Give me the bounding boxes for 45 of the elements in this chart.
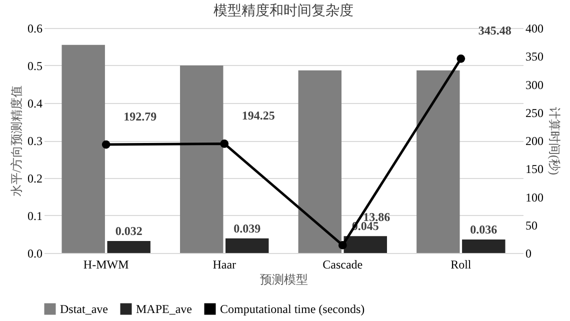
y2-tick-label: 150 xyxy=(526,162,544,176)
y2-axis-title: 计算时间(秒) xyxy=(548,107,562,175)
point xyxy=(456,54,466,63)
bar xyxy=(62,44,105,253)
legend-label: MAPE_ave xyxy=(136,302,192,316)
data-label: 192.79 xyxy=(124,110,157,124)
data-label: 0.039 xyxy=(234,221,261,236)
y2-tick-label: 250 xyxy=(526,106,544,120)
y2-tick-label: 200 xyxy=(526,134,544,148)
bar xyxy=(344,236,387,253)
point xyxy=(338,241,347,250)
y-tick-label: 0.6 xyxy=(28,22,42,36)
data-label: 0.036 xyxy=(470,222,498,236)
bar xyxy=(416,70,460,253)
bar xyxy=(107,241,150,253)
point xyxy=(220,140,229,148)
y-tick-label: 0.0 xyxy=(28,246,42,260)
bar xyxy=(462,240,506,253)
y-tick-label: 0.5 xyxy=(28,59,42,73)
data-label: 194.25 xyxy=(242,108,275,123)
x-tick-label: Haar xyxy=(212,258,236,272)
point xyxy=(102,140,110,149)
y2-tick-label: 400 xyxy=(526,22,544,36)
y2-tick-label: 100 xyxy=(526,190,544,204)
bar xyxy=(298,70,342,253)
legend-label: Computational time (seconds) xyxy=(220,302,365,316)
y-axis-title: 水平/方向预测精度值 xyxy=(10,85,24,197)
y2-tick-label: 350 xyxy=(526,50,544,64)
x-tick-label: H-MWM xyxy=(83,258,130,272)
x-tick-label: Cascade xyxy=(322,258,363,272)
y-tick-label: 0.4 xyxy=(28,96,42,110)
x-axis-title: 预测模型 xyxy=(260,272,308,286)
bar xyxy=(226,238,269,253)
y2-tick-label: 50 xyxy=(526,218,538,232)
data-label: 0.032 xyxy=(115,224,142,238)
x-tick-label: Roll xyxy=(450,258,472,272)
y-tick-label: 0.2 xyxy=(28,172,42,186)
y-tick-label: 0.1 xyxy=(28,209,42,223)
y2-tick-label: 300 xyxy=(526,78,544,92)
y2-tick-label: 0 xyxy=(526,246,532,260)
y-tick-label: 0.3 xyxy=(28,134,42,148)
legend-label: Dstat_ave xyxy=(60,302,108,316)
chart-title: 模型精度和时间复杂度 xyxy=(214,3,354,19)
data-label: 345.48 xyxy=(478,24,512,38)
bar xyxy=(180,66,224,253)
